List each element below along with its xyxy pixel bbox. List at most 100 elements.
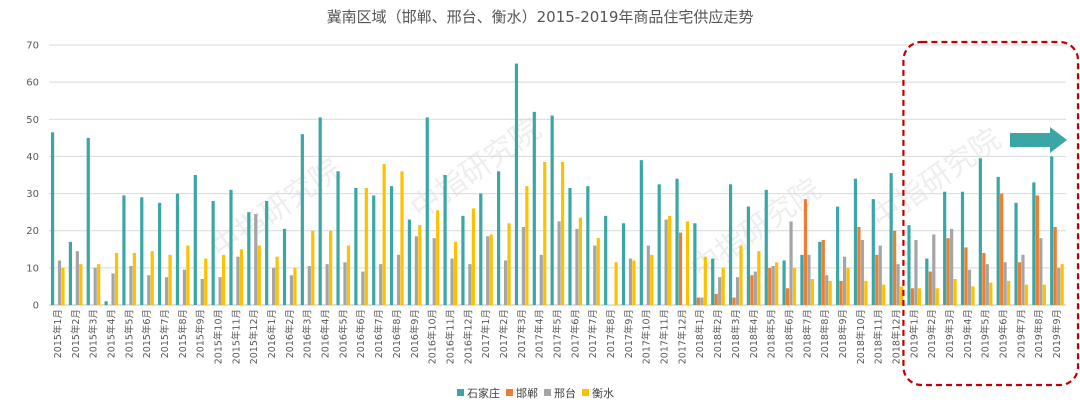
bar (678, 232, 683, 305)
bar (282, 228, 287, 305)
bar (803, 199, 808, 305)
bar (182, 269, 187, 305)
bar (1014, 202, 1018, 305)
bar (700, 297, 704, 305)
x-tick-label: 2017年3月 (516, 309, 528, 358)
bar (407, 219, 411, 305)
x-tick-label: 2018年9月 (837, 309, 849, 358)
x-tick-label: 2016年4月 (320, 309, 332, 358)
x-tick-label: 2016年10月 (427, 309, 439, 364)
watermark-text: 中指研究院 (205, 152, 348, 267)
x-tick-label: 2017年2月 (498, 309, 510, 358)
bar (275, 256, 279, 305)
bar (836, 206, 840, 305)
x-tick-label: 2018年6月 (783, 309, 795, 358)
bar (382, 163, 386, 305)
bar (479, 193, 483, 305)
y-tick-label: 40 (26, 152, 39, 163)
bar (917, 288, 922, 305)
bar (753, 271, 757, 305)
x-tick-label: 2015年6月 (141, 309, 153, 358)
bar (735, 277, 740, 305)
x-tick-label: 2016年7月 (373, 309, 385, 358)
bar (828, 280, 832, 305)
bars (50, 63, 1064, 306)
bar (943, 191, 947, 305)
bar (354, 188, 358, 305)
x-tick-label: 2016年3月 (302, 309, 314, 358)
x-tick-label: 2015年10月 (213, 309, 225, 364)
x-tick-label: 2019年5月 (980, 309, 992, 358)
bar (842, 256, 847, 305)
bar (1032, 182, 1036, 305)
bar (650, 254, 654, 305)
bar (346, 245, 351, 305)
bar (846, 267, 850, 305)
bar (1053, 227, 1057, 305)
x-tick-label: 2017年12月 (676, 309, 688, 364)
x-tick-label: 2016年2月 (284, 309, 296, 358)
bar (550, 115, 554, 305)
bar (604, 215, 608, 305)
bar (596, 238, 600, 305)
bar (896, 264, 900, 305)
bar (668, 215, 672, 305)
x-tick-label: 2019年4月 (962, 309, 974, 358)
bar (521, 227, 526, 305)
bar (1021, 254, 1025, 305)
bar (925, 258, 929, 305)
x-tick-label: 2018年2月 (712, 309, 724, 358)
bar (907, 225, 911, 305)
bar (164, 277, 169, 305)
bar (361, 271, 365, 305)
legend-swatch (582, 389, 589, 396)
bar (675, 178, 679, 305)
bar (978, 158, 982, 305)
bar (525, 186, 529, 305)
bar (593, 245, 597, 305)
bar (825, 275, 829, 305)
bar (639, 160, 643, 305)
x-tick-label: 2018年5月 (766, 309, 778, 358)
y-tick-label: 30 (26, 189, 39, 200)
bar (685, 221, 690, 305)
bar (453, 241, 458, 305)
bar (532, 111, 536, 305)
bar (860, 240, 865, 305)
bar (514, 63, 519, 305)
bar (807, 254, 811, 305)
x-tick-label: 2017年4月 (534, 309, 546, 358)
x-tick-label: 2019年3月 (944, 309, 956, 358)
bar (193, 175, 197, 305)
bar (265, 201, 269, 305)
legend-label: 衡水 (592, 387, 614, 400)
x-tick-label: 2017年1月 (480, 309, 492, 358)
bar (560, 162, 565, 305)
x-tick-label: 2016年9月 (409, 309, 421, 358)
bar (586, 186, 590, 305)
bar (696, 297, 700, 305)
x-tick-label: 2017年7月 (587, 309, 599, 358)
bar (1057, 267, 1061, 305)
bar (821, 240, 825, 305)
x-tick-label: 2015年1月 (52, 309, 64, 358)
bar (1035, 195, 1039, 305)
bar (1007, 280, 1011, 305)
bar (960, 191, 965, 305)
x-tick-label: 2019年6月 (998, 309, 1010, 358)
bar (1060, 264, 1064, 305)
bar (254, 214, 258, 305)
x-tick-label: 2017年11月 (659, 309, 671, 364)
bar (211, 201, 215, 305)
bar (86, 137, 90, 305)
bar (703, 256, 707, 305)
bar (967, 269, 972, 305)
bar (247, 212, 251, 305)
x-tick-label: 2016年8月 (391, 309, 403, 358)
x-tick-label: 2015年12月 (248, 309, 260, 364)
highlight-box (902, 40, 1080, 387)
x-tick-label: 2019年8月 (1033, 309, 1045, 358)
bar (853, 178, 858, 305)
bar (982, 253, 986, 305)
x-tick-label: 2015年7月 (159, 309, 171, 358)
